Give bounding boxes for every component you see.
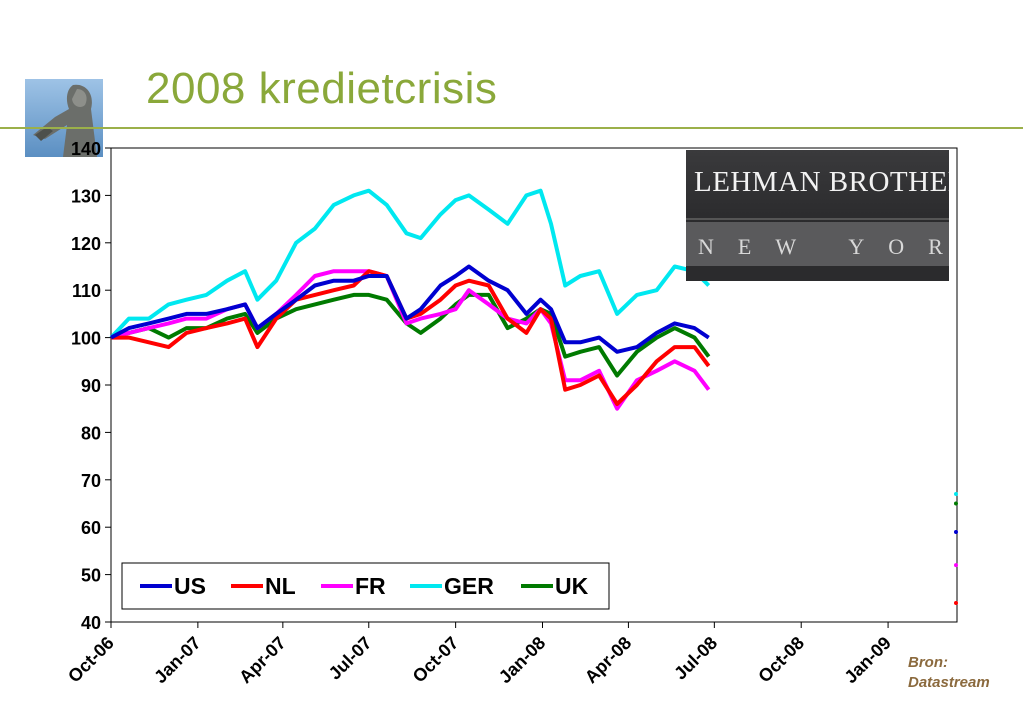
- y-tick-label: 130: [71, 186, 101, 206]
- x-tick-label: Jul-08: [670, 633, 721, 684]
- series-end-marker-nl: [954, 601, 958, 606]
- title-underline: [0, 127, 1023, 129]
- slide-title: 2008 kredietcrisis: [146, 64, 498, 113]
- source-label: Bron:: [908, 654, 948, 671]
- series-layer: [109, 188, 958, 606]
- series-line-us: [110, 264, 710, 354]
- legend-label-uk: UK: [555, 573, 589, 599]
- series-end-marker-fr: [954, 563, 958, 568]
- legend-label-ger: GER: [444, 573, 494, 599]
- y-tick-label: 40: [81, 613, 101, 633]
- series-line-nl: [111, 269, 711, 406]
- new-york-sign-text: NEW YORK: [698, 234, 949, 259]
- x-tick-label: Jan-08: [495, 633, 549, 687]
- x-tick-label: Jul-07: [325, 633, 376, 684]
- x-tick-label: Apr-08: [581, 633, 635, 687]
- y-tick-label: 80: [81, 423, 101, 443]
- legend: US NL FR GER UK: [121, 562, 610, 610]
- lehman-brothers-photo: LEHMAN BROTHERS NEW YORK: [686, 150, 949, 281]
- statue-logo-image: [25, 79, 103, 157]
- lehman-photo-background: [686, 150, 949, 281]
- x-axis: Oct-06 Jan-07 Apr-07 Jul-07 Oct-07 Jan-08 Apr-…: [64, 622, 895, 687]
- y-tick-label: 140: [71, 139, 101, 159]
- series-line-ger: [109, 188, 711, 339]
- lehman-sign-text: LEHMAN BROTHERS: [694, 166, 949, 198]
- y-tick-label: 110: [72, 281, 101, 301]
- x-tick-label: Jan-09: [840, 633, 894, 687]
- series-end-marker-uk: [954, 501, 958, 506]
- y-tick-label: 50: [81, 566, 101, 586]
- legend-label-nl: NL: [265, 573, 296, 599]
- x-tick-label: Jan-07: [150, 633, 204, 687]
- series-line-fr: [110, 269, 711, 411]
- x-tick-label: Oct-08: [754, 633, 808, 687]
- y-tick-label: 60: [81, 518, 101, 538]
- y-axis: 40 50 60 70 80 90 100 110 120 130 140: [71, 139, 111, 633]
- legend-label-fr: FR: [355, 573, 386, 599]
- x-tick-label: Apr-07: [235, 633, 289, 687]
- x-tick-label: Oct-07: [409, 633, 463, 687]
- series-line-uk: [110, 292, 711, 378]
- x-tick-label: Oct-06: [64, 633, 118, 687]
- source-note: Bron: Datastream: [908, 653, 1018, 693]
- source-name: Datastream: [908, 674, 990, 691]
- legend-label-us: US: [174, 573, 206, 599]
- statue-logo-graphic: [25, 79, 103, 157]
- y-tick-label: 120: [71, 234, 101, 254]
- series-end-marker-us: [954, 529, 958, 534]
- y-tick-label: 90: [81, 376, 101, 396]
- y-tick-label: 100: [71, 329, 101, 349]
- y-tick-label: 70: [81, 471, 101, 491]
- series-end-marker-ger: [954, 492, 958, 497]
